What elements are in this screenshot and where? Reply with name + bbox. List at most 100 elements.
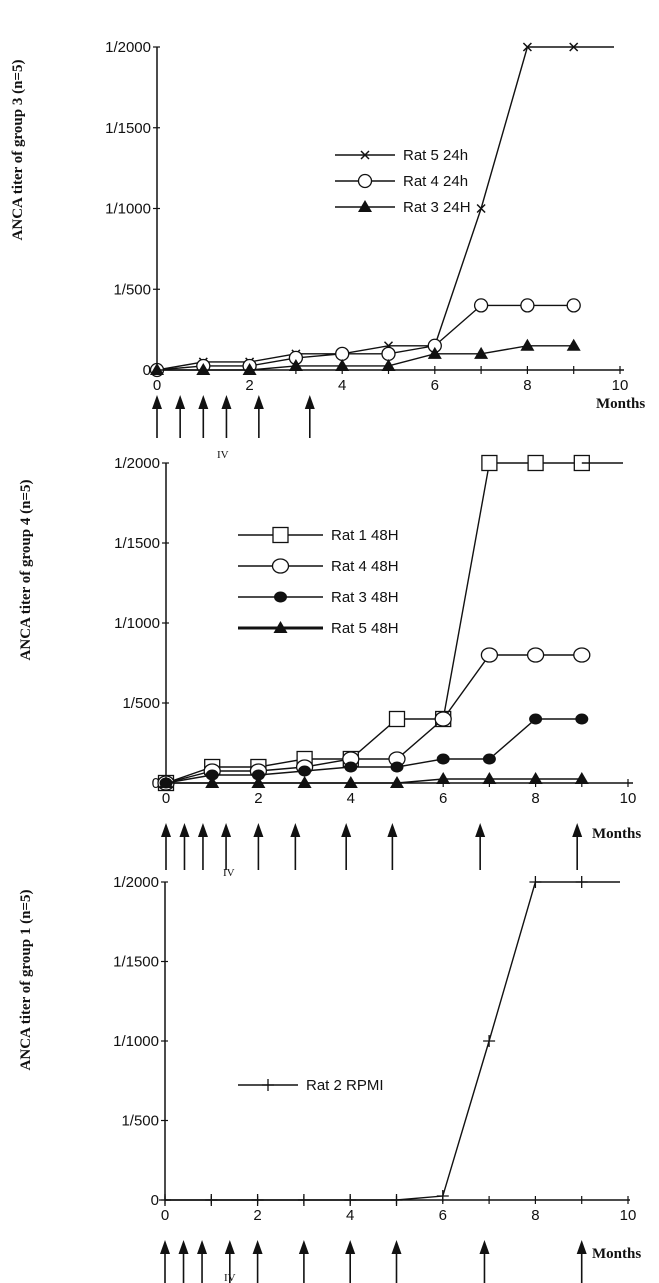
injection-arrows — [152, 395, 315, 438]
x-tick-label: 2 — [253, 1207, 261, 1224]
arrow-head — [572, 823, 583, 837]
arrow-head — [224, 1240, 235, 1254]
y-tick-label: 1/2000 — [114, 455, 160, 472]
injection-arrow — [572, 823, 583, 870]
y-axis-label: ANCA titer of group 1 (n=5) — [18, 890, 34, 1071]
legend-item: Rat 5 24h — [335, 147, 468, 164]
arrow-head — [341, 823, 352, 837]
arrow-head — [160, 1240, 170, 1254]
data-point — [436, 753, 450, 765]
data-point — [390, 776, 404, 788]
data-point — [481, 454, 498, 472]
legend-label: Rat 5 24h — [403, 147, 468, 164]
data-point — [480, 647, 499, 663]
injection-arrow — [253, 823, 264, 870]
arrow-head — [475, 823, 486, 837]
injection-arrow — [576, 1240, 587, 1283]
legend-item: Rat 1 48H — [238, 526, 399, 544]
injection-arrow — [197, 823, 208, 870]
arrow-head — [391, 1240, 402, 1254]
arrow-head — [252, 1240, 263, 1254]
x-tick-label: 4 — [338, 377, 346, 394]
injection-arrow — [221, 395, 232, 438]
arrow-head — [253, 395, 264, 409]
data-point — [526, 647, 545, 663]
injection-arrow — [197, 1240, 208, 1283]
data-point — [520, 298, 535, 313]
data-point — [476, 203, 486, 214]
injection-arrow — [304, 395, 315, 438]
y-tick-label: 1/1000 — [113, 1033, 159, 1050]
legend-marker — [272, 526, 289, 544]
data-point — [196, 363, 211, 375]
series-line — [165, 654, 582, 784]
iv-annotation: IV — [224, 1272, 236, 1283]
data-point — [298, 765, 312, 777]
legend-item: Rat 3 48H — [238, 589, 399, 606]
data-point — [566, 338, 581, 351]
y-tick-label: 1/500 — [121, 1113, 159, 1130]
iv-annotation: IV — [217, 449, 229, 461]
legend-label: Rat 5 48H — [331, 620, 399, 637]
data-point — [390, 1194, 403, 1206]
legend-item: Rat 2 RPMI — [238, 1077, 384, 1094]
x-tick-label: 0 — [161, 1207, 169, 1224]
y-tick-label: 1/2000 — [105, 39, 151, 56]
chart-panel-group3: 0 1/500 1/1000 1/1500 1/2000 0 2 4 6 8 10 ANCA tite… — [10, 39, 645, 461]
series-line — [157, 345, 574, 371]
data-point — [483, 1035, 496, 1047]
y-tick-label: 1/1000 — [114, 615, 160, 632]
series-line — [166, 778, 582, 784]
x-tick-label: 10 — [620, 1207, 637, 1224]
injection-arrow — [221, 823, 232, 870]
x-tick-label: 10 — [620, 790, 637, 807]
injection-arrow — [178, 1240, 189, 1283]
legend-label: Rat 4 48H — [331, 558, 399, 575]
y-axis-label: ANCA titer of group 4 (n=5) — [18, 480, 34, 661]
y-tick-label: 1/1500 — [105, 120, 151, 137]
legend-marker — [271, 558, 290, 574]
x-tick-label: 0 — [153, 377, 161, 394]
injection-arrow — [175, 395, 186, 438]
injection-arrow — [224, 1240, 235, 1283]
data-point — [529, 876, 542, 888]
data-point — [390, 761, 404, 773]
injection-arrows — [161, 823, 583, 870]
legend-item: Rat 5 48H — [238, 620, 399, 637]
data-point — [529, 713, 543, 725]
data-point — [381, 358, 396, 371]
data-point — [159, 1194, 171, 1206]
x-tick-label: 4 — [347, 790, 355, 807]
x-tick-label: 2 — [245, 377, 253, 394]
arrow-head — [197, 1240, 208, 1254]
data-point — [427, 346, 442, 359]
series-rat-3-48h — [159, 713, 589, 789]
data-point — [205, 1194, 218, 1206]
data-point — [288, 358, 303, 371]
injection-arrow — [387, 823, 398, 870]
y-tick-label: 0 — [151, 1192, 159, 1209]
data-point — [251, 776, 266, 788]
x-tick-label: 4 — [346, 1207, 354, 1224]
legend-marker — [273, 621, 288, 633]
data-point — [522, 42, 532, 52]
injection-arrow — [479, 1240, 490, 1283]
data-point — [474, 346, 489, 359]
x-tick-label: 6 — [439, 1207, 447, 1224]
legend-item: Rat 4 48H — [238, 558, 399, 575]
data-point — [473, 298, 489, 313]
arrow-head — [197, 823, 208, 837]
legend-marker — [360, 150, 370, 160]
x-tick-label: 8 — [523, 377, 531, 394]
series-rat-3-24h — [150, 338, 581, 375]
data-point — [344, 761, 358, 773]
y-axis-label: ANCA titer of group 3 (n=5) — [10, 60, 26, 241]
series-rat-4-48h — [157, 647, 591, 791]
y-tick-label: 1/2000 — [113, 874, 159, 891]
injection-arrow — [161, 823, 171, 870]
data-point — [335, 346, 350, 362]
data-point — [343, 776, 358, 788]
injection-arrow — [252, 1240, 263, 1283]
legend: Rat 2 RPMI — [238, 1077, 384, 1094]
